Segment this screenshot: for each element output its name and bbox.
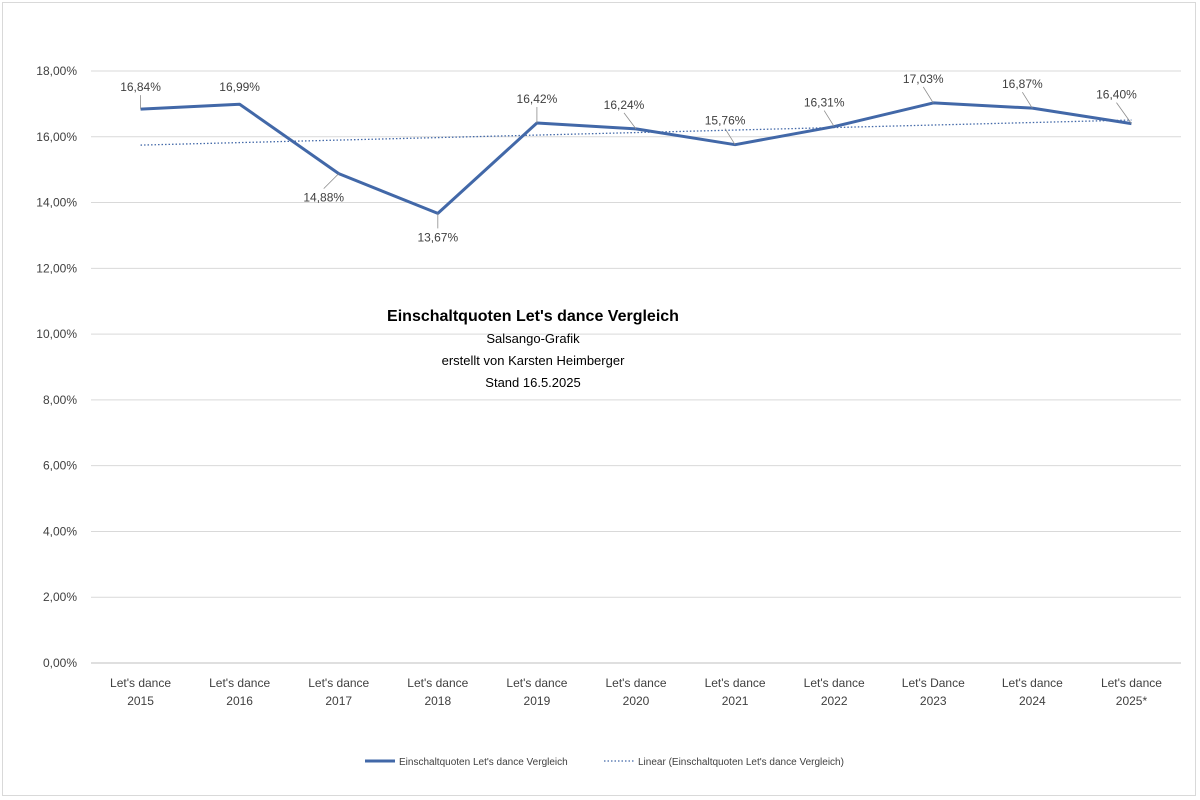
data-label: 16,84% [120,80,161,94]
data-labels: 16,84% 16,99% 14,88% 13,67% 16,42% 16,24% 15,7… [120,72,1137,245]
data-label: 16,99% [219,80,260,94]
chart-title: Einschaltquoten Let's dance Vergleich [387,308,679,325]
chart-title-block: Einschaltquoten Let's dance Vergleich Sal… [387,308,679,390]
data-label: 15,76% [705,114,746,128]
x-tick-label: Let's dance 2025* [1101,676,1162,708]
y-tick-label: 8,00% [43,393,77,407]
chart-subtitle-line: Salsango-Grafik [486,331,580,346]
x-tick-label: Let's Dance 2023 [902,676,965,708]
x-tick-label: Let's dance 2024 [1002,676,1063,708]
gridlines [91,70,1181,664]
x-axis: Let's dance 2015 Let's dance 2016 Let's danc… [110,676,1162,708]
legend-label-trend: Linear (Einschaltquoten Let's dance Verg… [638,757,844,768]
y-tick-label: 2,00% [43,590,77,604]
leader-line [623,112,637,130]
x-tick-label: Let's dance 2022 [804,676,865,708]
leader-line [922,86,934,104]
y-tick-label: 16,00% [36,130,77,144]
trendline [140,119,1132,146]
y-tick-label: 14,00% [36,196,77,210]
y-tick-label: 0,00% [43,656,77,670]
data-label: 16,42% [517,92,558,106]
y-tick-label: 6,00% [43,459,77,473]
y-tick-label: 10,00% [36,327,77,341]
legend-label-series: Einschaltquoten Let's dance Vergleich [399,757,568,768]
y-tick-label: 18,00% [36,64,77,78]
series-layer [140,101,1132,215]
y-axis: 0,00% 2,00% 4,00% 6,00% 8,00% 10,00% 12,00% 14,… [36,64,77,670]
y-tick-label: 12,00% [36,261,77,275]
x-tick-label: Let's dance 2020 [605,676,666,708]
legend: Einschaltquoten Let's dance Vergleich Lin… [365,757,844,768]
data-label: 16,40% [1096,88,1137,102]
data-label: 16,24% [604,98,645,112]
x-tick-label: Let's dance 2015 [110,676,171,708]
data-label: 16,87% [1002,77,1043,91]
x-tick-label: Let's dance 2019 [506,676,567,708]
trendline-layer [140,119,1132,146]
x-tick-label: Let's dance 2017 [308,676,369,708]
series-line [140,101,1132,215]
x-tick-label: Let's dance 2021 [705,676,766,708]
leader-line [724,128,736,145]
leader-line [1022,91,1033,109]
data-label: 17,03% [903,72,944,86]
data-label: 13,67% [417,230,458,244]
data-label: 16,31% [804,96,845,110]
chart-subtitle-line: Stand 16.5.2025 [485,375,580,390]
leader-line [323,173,340,189]
y-tick-label: 4,00% [43,524,77,538]
x-tick-label: Let's dance 2016 [209,676,270,708]
chart-subtitle-line: erstellt von Karsten Heimberger [442,353,625,368]
x-tick-label: Let's dance 2018 [407,676,468,708]
leader-line [1116,102,1132,124]
leader-line [823,110,835,127]
data-label: 14,88% [303,191,344,205]
line-chart: 0,00% 2,00% 4,00% 6,00% 8,00% 10,00% 12,00% 14,… [36,64,1181,768]
